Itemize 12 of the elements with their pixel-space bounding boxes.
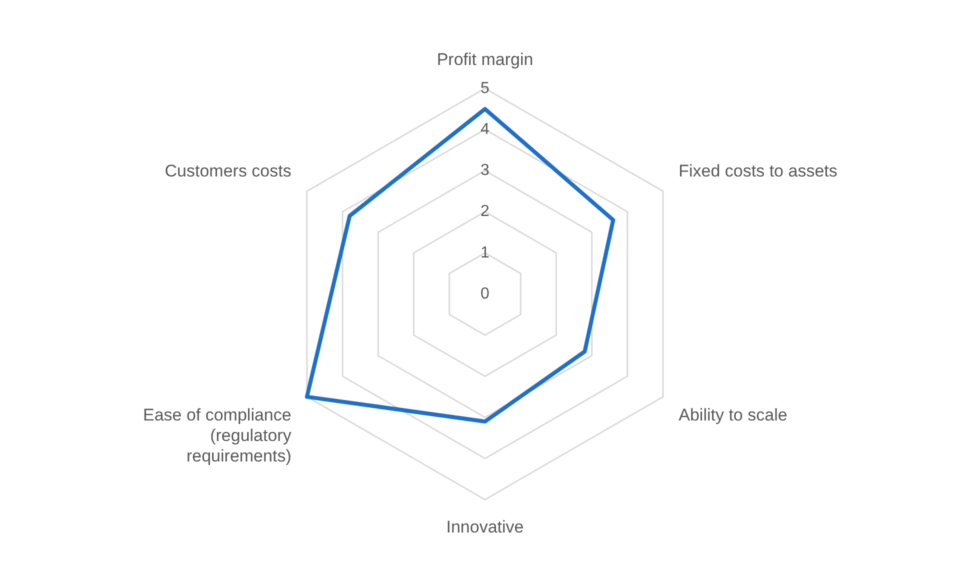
- spoke-label: Fixed costs to assets: [678, 162, 838, 181]
- y-tick-label: 1: [480, 244, 490, 262]
- spoke-label: Customers costs: [164, 162, 292, 181]
- y-tick-label: 4: [480, 120, 490, 138]
- y-tick-label: 0: [480, 285, 490, 302]
- spoke-label: Profit margin: [436, 50, 534, 69]
- y-tick-label: 5: [480, 80, 490, 97]
- spoke-label: Innovative: [446, 517, 524, 536]
- spoke-label: Ability to scale: [678, 406, 788, 425]
- y-tick-label: 3: [480, 162, 490, 180]
- spoke-label: Ease of compliance (regulatory requirements): [142, 406, 292, 466]
- y-tick-label: 2: [480, 203, 490, 220]
